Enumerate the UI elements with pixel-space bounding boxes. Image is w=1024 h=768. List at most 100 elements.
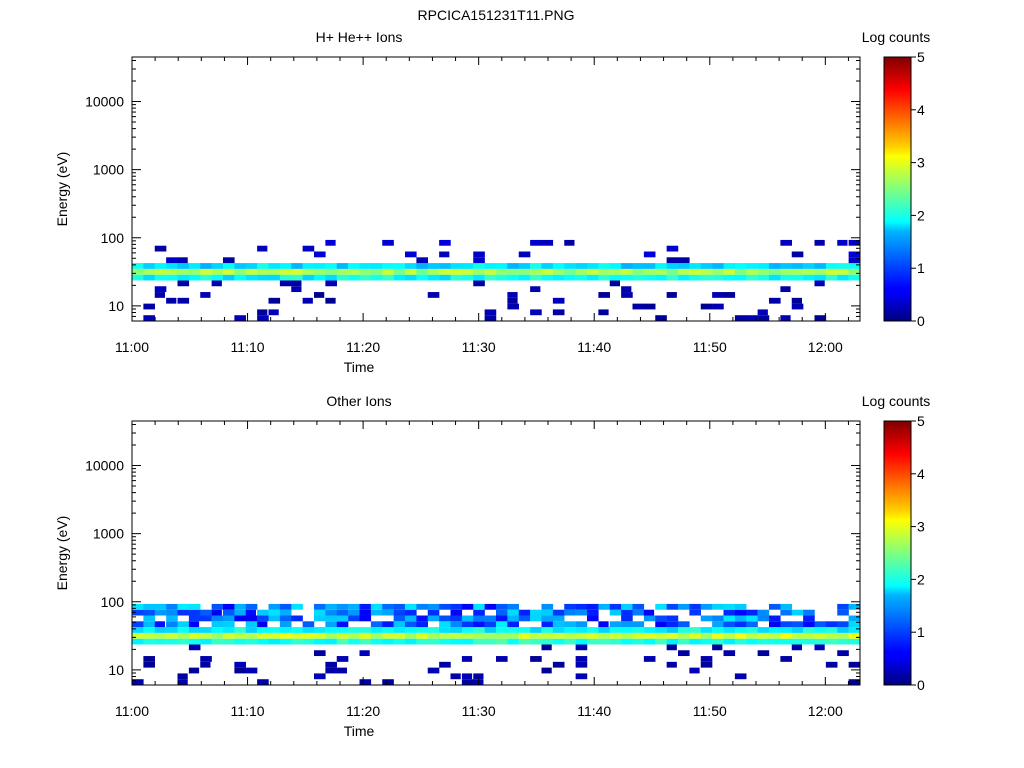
spectrogram-cell — [439, 638, 451, 645]
spectrogram-cell — [279, 627, 292, 633]
spectrogram-cell — [791, 627, 804, 633]
spectrogram-cell — [166, 257, 178, 264]
spectrogram-cell — [427, 609, 440, 616]
spectrogram-cell — [575, 627, 588, 633]
spectrogram-cell — [530, 656, 542, 662]
spectrogram-cell — [723, 274, 736, 281]
spectrogram-cell — [336, 638, 349, 645]
spectrogram-cell — [575, 638, 588, 645]
spectrogram-cell — [279, 263, 292, 269]
spectrogram-cell — [757, 650, 770, 657]
spectrogram-cell — [188, 644, 201, 651]
spectrogram-cell — [564, 268, 576, 275]
spectrogram-cell — [848, 251, 861, 258]
spectrogram-cell — [541, 268, 554, 275]
panel-other-ions: 11:00 11:10 11:20 11:30 11:40 11:50 12:0010100… — [54, 393, 930, 739]
spectrogram-cell — [223, 274, 235, 281]
spectrogram-cell — [257, 263, 269, 269]
y-axis-label: Energy (eV) — [54, 516, 70, 591]
spectrogram-cell — [769, 268, 781, 275]
spectrogram-cell — [268, 615, 281, 622]
spectrogram-cell — [769, 627, 781, 633]
spectrogram-cell — [325, 615, 337, 622]
spectrogram-cell — [143, 656, 155, 662]
spectrogram-cell — [621, 268, 633, 275]
spectrogram-cell — [575, 263, 588, 269]
spectrogram-cell — [689, 667, 700, 674]
spectrogram-cell — [803, 638, 815, 645]
spectrogram-cell — [154, 603, 167, 610]
spectrogram-cell — [245, 627, 258, 633]
spectrogram-cell — [200, 609, 212, 616]
spectrogram-cell — [211, 638, 224, 645]
spectrogram-cell — [223, 603, 235, 610]
spectrogram-cell — [757, 309, 768, 316]
spectrogram-cell — [143, 263, 155, 269]
spectrogram-cell — [848, 274, 861, 281]
spectrogram-cell — [518, 615, 531, 622]
spectrogram-cell — [848, 621, 861, 628]
spectrogram-cell — [655, 268, 667, 275]
spectrogram-cell — [837, 239, 848, 246]
spectrogram-cell — [643, 632, 656, 639]
spectrogram-cell — [666, 263, 679, 269]
spectrogram-cell — [530, 274, 542, 281]
colorbar-tick-label: 2 — [917, 571, 925, 587]
y-tick-label: 100 — [101, 594, 125, 610]
spectrogram-cell — [211, 263, 224, 269]
spectrogram-cell — [450, 673, 461, 680]
spectrogram-cell — [814, 621, 827, 628]
spectrogram-cell — [132, 627, 144, 633]
spectrogram-cell — [507, 627, 519, 633]
spectrogram-cell — [370, 274, 383, 281]
spectrogram-cell — [769, 621, 781, 628]
spectrogram-cell — [439, 603, 451, 610]
spectrogram-cell — [757, 615, 770, 622]
spectrogram-cell — [848, 268, 861, 275]
spectrogram-cell — [518, 268, 531, 275]
spectrogram-cell — [484, 603, 497, 610]
spectrogram-cell — [825, 621, 838, 628]
spectrogram-cell — [723, 621, 736, 628]
spectrogram-cell — [291, 603, 303, 610]
spectrogram-cell — [302, 297, 313, 304]
spectrogram-cell — [609, 632, 622, 639]
panel-h-he-ions: 11:00 11:10 11:20 11:30 11:40 11:50 12:0010100… — [54, 29, 930, 375]
spectrogram-cell — [598, 263, 610, 269]
spectrogram-cell — [450, 638, 463, 645]
spectrogram-cell — [257, 609, 269, 616]
spectrogram-cell — [712, 615, 724, 622]
spectrogram-cell — [541, 603, 554, 610]
spectrogram-cell — [393, 274, 406, 281]
spectrogram-cell — [734, 609, 747, 616]
spectrogram-cell — [791, 644, 802, 651]
spectrogram-cell — [643, 656, 656, 662]
spectrogram-cell — [791, 251, 804, 258]
spectrogram-cell — [473, 632, 485, 639]
spectrogram-cell — [200, 263, 212, 269]
spectrogram-cell — [621, 263, 633, 269]
spectrogram-cell — [609, 274, 622, 281]
spectrogram-cell — [814, 632, 827, 639]
spectrogram-cell — [723, 603, 736, 610]
spectrogram-cell — [552, 263, 565, 269]
spectrogram-cell — [700, 274, 713, 281]
spectrogram-cell — [769, 632, 781, 639]
spectrogram-cell — [700, 263, 713, 269]
spectrogram-cell — [177, 632, 190, 639]
spectrogram-cell — [757, 263, 770, 269]
spectrogram-cell — [223, 268, 235, 275]
spectrogram-cell — [678, 632, 690, 639]
spectrogram-cell — [393, 638, 406, 645]
spectrogram-cell — [666, 292, 677, 298]
spectrogram-cell — [643, 251, 656, 258]
spectrogram-cell — [427, 615, 440, 622]
spectrogram-cell — [564, 609, 576, 616]
spectrogram-cell — [780, 632, 792, 639]
spectrogram-cell — [678, 627, 690, 633]
spectrogram-cell — [700, 603, 713, 610]
spectrogram-cell — [507, 263, 519, 269]
spectrogram-cell — [723, 627, 736, 633]
spectrogram-cell — [825, 632, 838, 639]
spectrogram-cell — [598, 627, 610, 633]
